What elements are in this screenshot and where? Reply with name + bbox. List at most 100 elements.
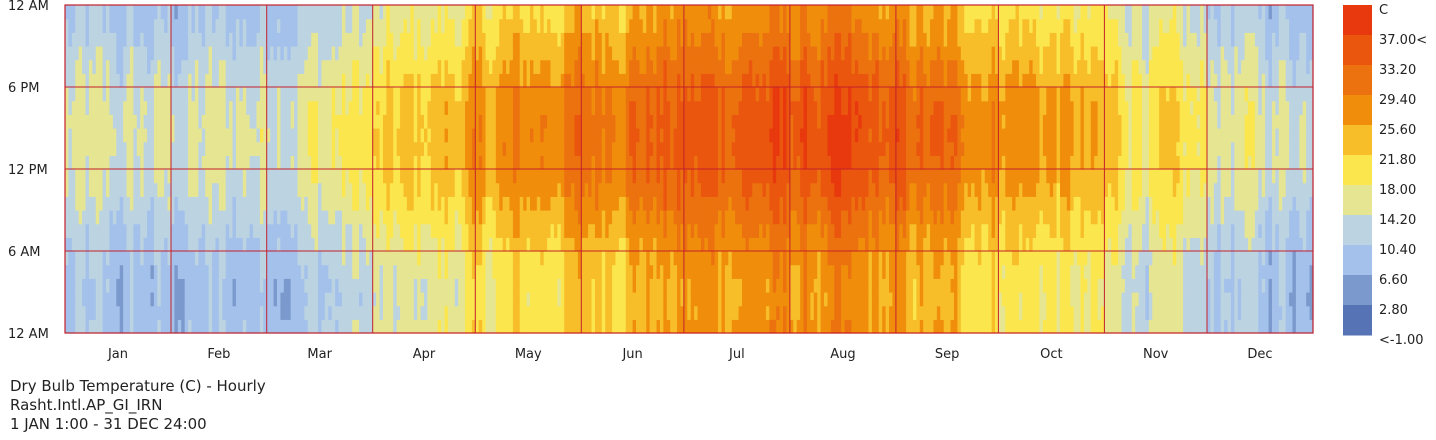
heatmap-cell [92,223,97,238]
heatmap-cell [174,32,179,47]
heatmap-cell [119,18,124,33]
heatmap-cell [348,292,353,307]
heatmap-cell [424,128,429,143]
heatmap-cell [420,319,425,334]
heatmap-cell [690,169,695,184]
heatmap-cell [225,100,230,115]
heatmap-cell [112,237,117,252]
heatmap-cell [738,182,743,197]
heatmap-cell [629,128,634,143]
heatmap-cell [188,237,193,252]
heatmap-cell [475,292,480,307]
heatmap-cell [208,100,213,115]
heatmap-cell [762,128,767,143]
heatmap-cell [451,278,456,293]
heatmap-cell [82,196,87,211]
heatmap-cell [594,87,599,102]
heatmap-cell [136,305,141,320]
heatmap-cell [468,32,473,47]
heatmap-cell [205,155,210,170]
heatmap-cell [663,46,668,61]
heatmap-cell [119,210,124,225]
heatmap-cell [591,59,596,74]
heatmap-cell [461,141,466,156]
heatmap-cell [618,100,623,115]
heatmap-cell [318,141,323,156]
heatmap-cell [246,87,251,102]
heatmap-cell [434,305,439,320]
heatmap-cell [649,196,654,211]
heatmap-cell [454,155,459,170]
heatmap-cell [478,18,483,33]
heatmap-cell [352,305,357,320]
heatmap-cell [116,46,121,61]
heatmap-cell [745,128,750,143]
heatmap-cell [488,210,493,225]
heatmap-cell [659,264,664,279]
heatmap-cell [461,251,466,266]
heatmap-cell [772,18,777,33]
heatmap-cell [557,141,562,156]
heatmap-cell [256,305,261,320]
heatmap-cell [622,5,627,20]
heatmap-cell [718,32,723,47]
heatmap-cell [765,292,770,307]
heatmap-cell [143,319,148,334]
heatmap-cell [126,264,131,279]
heatmap-cell [208,128,213,143]
heatmap-cell [605,5,610,20]
heatmap-cell [543,100,548,115]
heatmap-cell [372,32,377,47]
heatmap-cell [297,128,302,143]
heatmap-cell [673,251,678,266]
heatmap-cell [550,292,555,307]
heatmap-cell [427,100,432,115]
heatmap-cell [704,210,709,225]
heatmap-cell [646,264,651,279]
heatmap-cell [348,264,353,279]
heatmap-cell [639,251,644,266]
heatmap-cell [270,141,275,156]
heatmap-cell [598,100,603,115]
heatmap-cell [304,169,309,184]
heatmap-cell [632,114,637,129]
heatmap-cell [212,46,217,61]
heatmap-cell [560,223,565,238]
heatmap-cell [629,182,634,197]
heatmap-cell [424,251,429,266]
heatmap-cell [109,5,114,20]
heatmap-cell [232,73,237,88]
heatmap-cell [389,114,394,129]
heatmap-cell [102,155,107,170]
heatmap-cell [170,100,176,115]
heatmap-cell [465,319,470,334]
heatmap-cell [78,114,83,129]
heatmap-cell [318,278,323,293]
heatmap-cell [273,305,278,320]
heatmap-cell [283,46,288,61]
heatmap-cell [557,128,562,143]
heatmap-cell [584,114,589,129]
heatmap-cell [318,87,323,102]
heatmap-cell [85,128,90,143]
heatmap-cell [550,46,555,61]
heatmap-cell [588,196,593,211]
heatmap-cell [304,87,309,102]
heatmap-cell [259,87,264,102]
heatmap-cell [225,196,230,211]
heatmap-cell [673,141,678,156]
heatmap-cell [263,169,268,184]
heatmap-cell [191,278,196,293]
heatmap-cell [636,264,641,279]
heatmap-cell [694,155,699,170]
heatmap-cell [362,155,367,170]
heatmap-cell [71,155,76,170]
heatmap-cell [232,46,237,61]
heatmap-cell [615,210,620,225]
heatmap-cell [191,46,196,61]
heatmap-cell [762,196,767,211]
heatmap-cell [499,278,504,293]
heatmap-cell [523,237,528,252]
heatmap-cell [427,223,432,238]
heatmap-cell [776,292,781,307]
